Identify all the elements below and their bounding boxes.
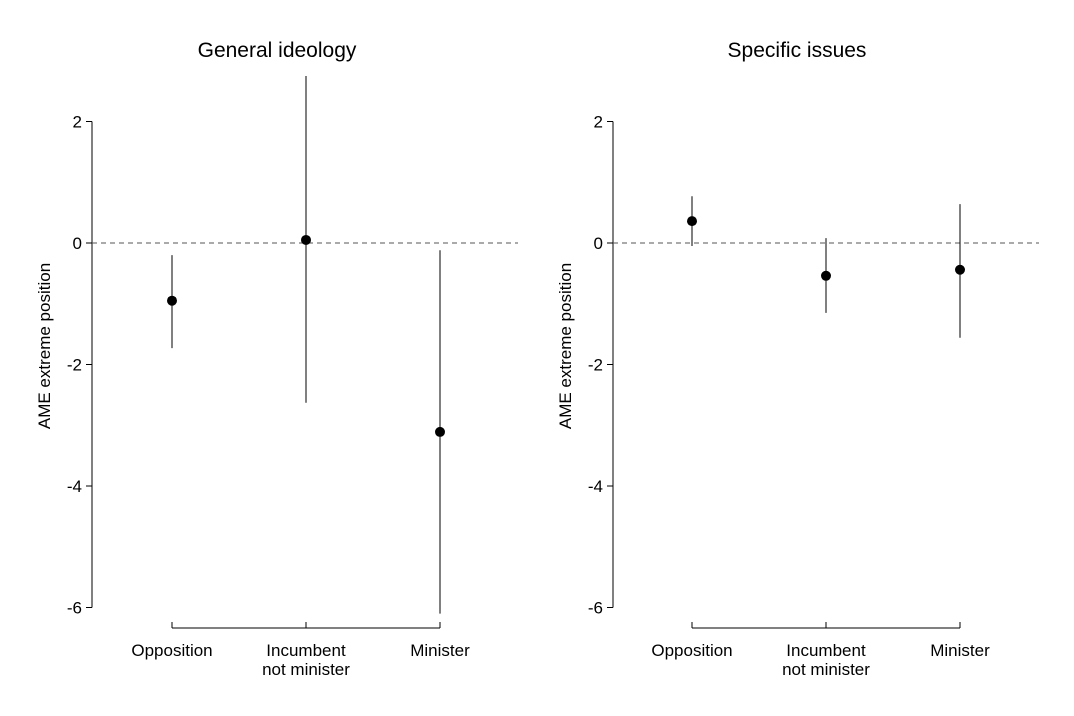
- y-tick-label: -4: [588, 477, 603, 496]
- x-tick-label: Minister: [930, 641, 990, 660]
- x-tick-label: Minister: [410, 641, 470, 660]
- y-tick-label: -6: [67, 599, 82, 618]
- panel-2: Specific issues AME extreme position 2 0 -2 -…: [556, 39, 1039, 679]
- point-estimate: [821, 270, 831, 281]
- y-tick-label: 0: [594, 234, 603, 253]
- panel-title: Specific issues: [728, 39, 867, 62]
- panel-1: General ideology AME extreme position 2 0 -2…: [35, 39, 518, 679]
- y-tick-label: -6: [588, 599, 603, 618]
- x-tick-label: Opposition: [131, 641, 212, 660]
- x-tick-label-line: Incumbent: [786, 641, 866, 660]
- y-axis-label: AME extreme position: [556, 263, 575, 429]
- y-tick-label: -2: [67, 356, 82, 375]
- y-tick-label: 2: [594, 113, 603, 132]
- point-estimate: [435, 426, 445, 437]
- x-tick-label-line: Minister: [410, 641, 470, 660]
- x-tick-label-line: not minister: [782, 660, 870, 679]
- x-tick-label-line: Opposition: [651, 641, 732, 660]
- point-estimate: [301, 234, 311, 245]
- y-tick-label: -2: [588, 356, 603, 375]
- x-tick-label: Incumbent not minister: [782, 641, 870, 679]
- y-tick-label: 2: [73, 113, 82, 132]
- panel-title: General ideology: [198, 39, 357, 62]
- x-tick-label: Incumbent not minister: [262, 641, 350, 679]
- x-tick-label: Opposition: [651, 641, 732, 660]
- point-estimate: [167, 295, 177, 306]
- x-tick-label-line: Minister: [930, 641, 990, 660]
- point-estimate: [955, 264, 965, 275]
- point-estimate: [687, 216, 697, 227]
- x-tick-label-line: Incumbent: [266, 641, 346, 660]
- x-tick-label-line: Opposition: [131, 641, 212, 660]
- y-axis-label: AME extreme position: [35, 263, 54, 429]
- x-tick-label-line: not minister: [262, 660, 350, 679]
- y-tick-label: -4: [67, 477, 82, 496]
- y-tick-label: 0: [73, 234, 82, 253]
